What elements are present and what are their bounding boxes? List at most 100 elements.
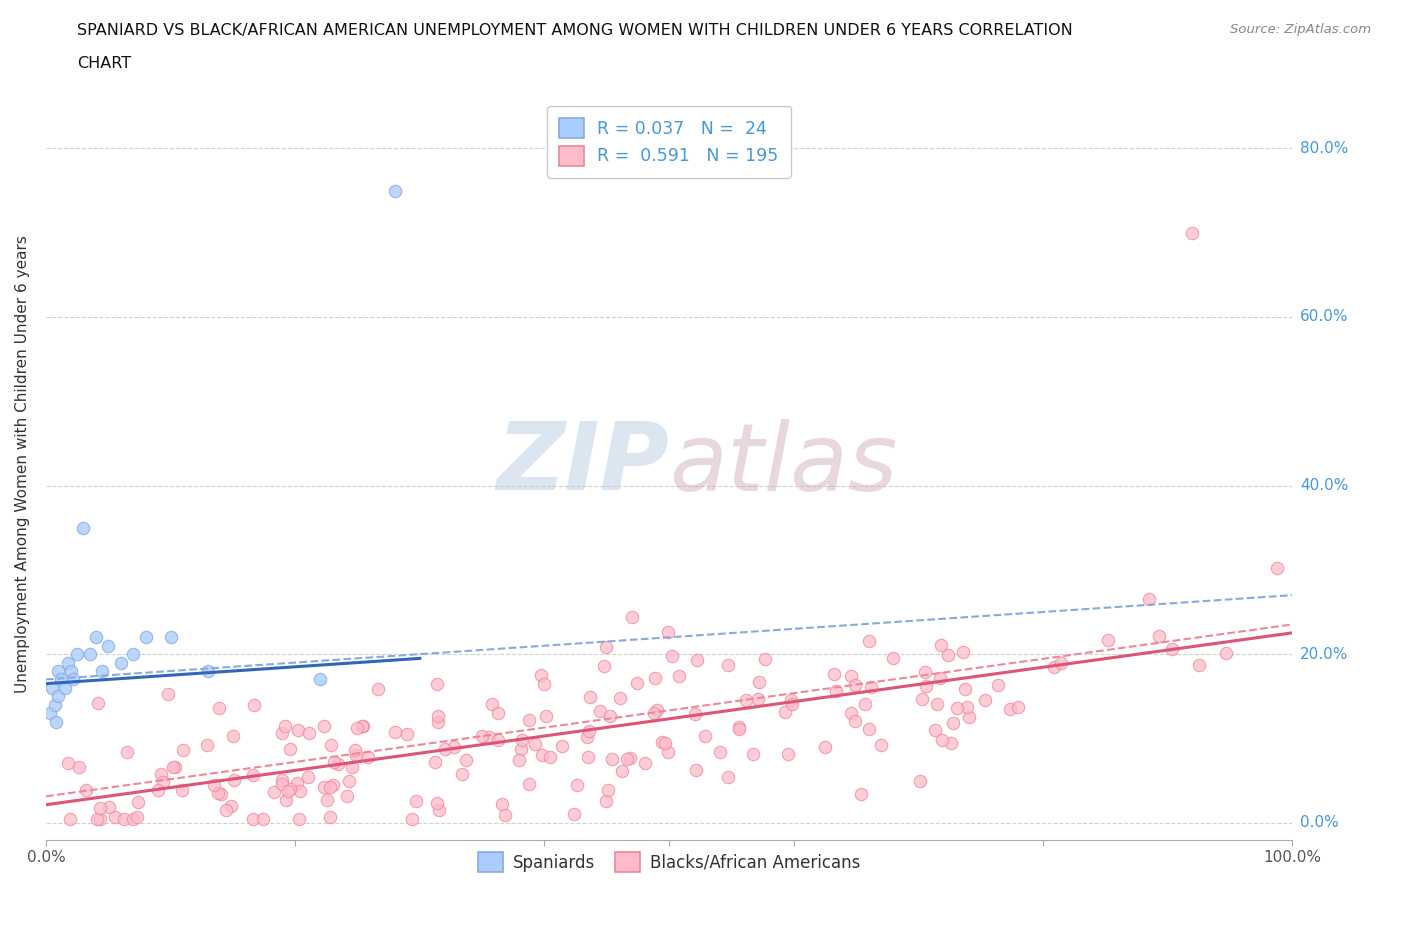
Point [426, 796, 449, 811]
Point [1137, 591, 1160, 606]
Point [350, 719, 373, 734]
Point [519, 777, 541, 791]
Point [839, 706, 862, 721]
Point [776, 746, 799, 761]
Point [651, 735, 673, 750]
Point [38, 706, 60, 721]
Point [1188, 658, 1211, 672]
Point [336, 789, 359, 804]
Point [844, 678, 866, 693]
Point [644, 671, 666, 685]
Point [202, 777, 225, 792]
Point [323, 754, 346, 769]
Point [195, 737, 218, 752]
Point [59, 664, 82, 679]
Point [530, 668, 553, 683]
Point [456, 752, 478, 767]
Point [157, 687, 180, 702]
Point [523, 737, 546, 751]
Point [823, 667, 845, 682]
Point [314, 779, 336, 794]
Point [728, 720, 751, 735]
Point [426, 676, 449, 691]
Point [242, 767, 264, 782]
Point [626, 675, 648, 690]
Point [426, 714, 449, 729]
Point [326, 757, 349, 772]
Point [121, 811, 143, 826]
Y-axis label: Unemployment Among Women with Children Under 6 years: Unemployment Among Women with Children U… [15, 235, 30, 694]
Point [728, 722, 751, 737]
Point [839, 669, 862, 684]
Point [316, 792, 339, 807]
Point [668, 669, 690, 684]
Point [661, 648, 683, 663]
Point [312, 718, 335, 733]
Point [91, 664, 114, 679]
Point [209, 787, 232, 802]
Point [1050, 656, 1073, 671]
Point [717, 658, 740, 672]
Point [645, 703, 668, 718]
Point [519, 712, 541, 727]
Point [122, 646, 145, 661]
Point [1181, 225, 1204, 240]
Point [775, 704, 797, 719]
Point [104, 809, 127, 824]
Point [207, 786, 229, 801]
Point [939, 736, 962, 751]
Point [426, 709, 449, 724]
Point [127, 795, 149, 810]
Point [276, 792, 298, 807]
Point [451, 766, 474, 781]
Point [215, 803, 238, 817]
Point [219, 798, 242, 813]
Point [576, 729, 599, 744]
Point [1215, 645, 1237, 660]
Point [780, 693, 803, 708]
Point [243, 698, 266, 712]
Point [914, 679, 936, 694]
Point [152, 775, 174, 790]
Point [297, 769, 319, 784]
Point [478, 729, 501, 744]
Point [942, 715, 965, 730]
Point [162, 760, 184, 775]
Point [427, 803, 450, 817]
Point [578, 724, 600, 738]
Point [319, 780, 342, 795]
Point [931, 732, 953, 747]
Point [717, 770, 740, 785]
Point [481, 697, 503, 711]
Point [339, 774, 361, 789]
Point [538, 750, 561, 764]
Point [346, 748, 368, 763]
Point [595, 640, 617, 655]
Point [89, 801, 111, 816]
Point [927, 697, 949, 711]
Point [72, 520, 94, 535]
Point [470, 728, 492, 743]
Point [858, 722, 880, 737]
Point [634, 756, 657, 771]
Text: 40.0%: 40.0% [1301, 478, 1348, 493]
Point [693, 729, 716, 744]
Point [79, 646, 101, 661]
Point [1007, 700, 1029, 715]
Point [686, 652, 709, 667]
Point [742, 746, 765, 761]
Text: CHART: CHART [77, 56, 131, 71]
Point [149, 766, 172, 781]
Point [271, 777, 294, 791]
Point [1097, 632, 1119, 647]
Point [643, 706, 665, 721]
Point [115, 745, 138, 760]
Point [146, 782, 169, 797]
Point [747, 692, 769, 707]
Point [222, 773, 245, 788]
Point [67, 760, 90, 775]
Point [110, 655, 132, 670]
Point [945, 701, 967, 716]
Point [953, 682, 976, 697]
Point [734, 693, 756, 708]
